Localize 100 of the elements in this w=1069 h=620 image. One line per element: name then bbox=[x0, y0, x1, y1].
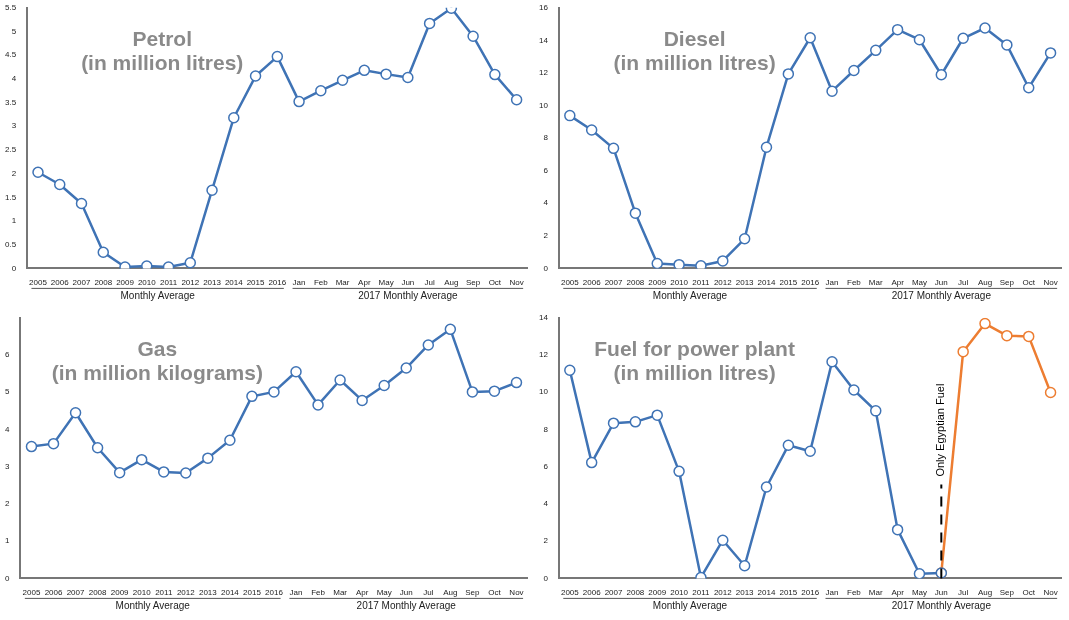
x-tick-label: Oct bbox=[1022, 278, 1036, 288]
y-tick-label: 2 bbox=[5, 499, 10, 509]
text: (in million kilograms) bbox=[51, 361, 263, 385]
x-tick-label: Sep bbox=[465, 278, 481, 288]
x-tick-label: Apr bbox=[891, 588, 905, 598]
y-tick-label: 10 bbox=[538, 387, 549, 397]
y-tick-label: 16 bbox=[538, 3, 549, 12]
y-tick-label: 8 bbox=[543, 424, 549, 434]
x-tick-label: 2007 bbox=[604, 278, 623, 288]
x-tick-label: 2015 bbox=[243, 588, 262, 598]
x-tick-label: May bbox=[911, 278, 928, 288]
x-tick-label: Mar bbox=[333, 588, 348, 598]
y-tick-label: 12 bbox=[538, 350, 549, 360]
x-tick-label: Aug bbox=[977, 588, 993, 598]
y-tick-label: 1 bbox=[5, 536, 10, 546]
x-tick-label: Feb bbox=[311, 588, 326, 598]
x-tick-label: Sep bbox=[465, 588, 481, 598]
x-tick-label: 2007 bbox=[604, 588, 623, 598]
x-tick-label: Aug bbox=[443, 588, 458, 598]
x-tick-label: Nov bbox=[509, 278, 524, 288]
x-tick-label: 2009 bbox=[648, 278, 667, 288]
x-tick-label: 2014 bbox=[220, 588, 240, 598]
x-tick-label: Oct bbox=[488, 588, 502, 598]
text: Monthly Average bbox=[652, 600, 728, 612]
x-tick-label: Feb bbox=[847, 588, 862, 598]
x-tick-label: Jun bbox=[399, 588, 413, 598]
x-tick-label: 2012 bbox=[713, 588, 733, 598]
x-tick-label: 2012 bbox=[176, 588, 196, 598]
x-tick-label: Feb bbox=[313, 278, 329, 288]
x-tick-label: 2009 bbox=[110, 588, 130, 598]
y-tick-label: 5 bbox=[5, 387, 10, 397]
x-tick-label: 2008 bbox=[94, 278, 113, 288]
text: Monthly Average bbox=[652, 290, 728, 302]
x-tick-label: 2010 bbox=[132, 588, 152, 598]
x-tick-label: 2012 bbox=[713, 278, 733, 288]
x-tick-label: 2005 bbox=[560, 588, 580, 598]
text: (in million litres) bbox=[613, 51, 776, 75]
text: Diesel bbox=[663, 27, 726, 51]
x-tick-label: Mar bbox=[335, 278, 350, 288]
x-tick-label: 2010 bbox=[137, 278, 157, 288]
x-tick-label: 2016 bbox=[268, 278, 287, 288]
y-tick-label: 1 bbox=[11, 216, 17, 226]
x-tick-label: 2014 bbox=[224, 278, 244, 288]
x-tick-label: 2014 bbox=[757, 588, 776, 598]
y-tick-label: 0 bbox=[11, 263, 17, 273]
x-tick-label: May bbox=[376, 588, 392, 598]
x-tick-label: Oct bbox=[488, 278, 502, 288]
text: (in million litres) bbox=[81, 51, 244, 75]
x-tick-label: 2015 bbox=[246, 278, 265, 288]
y-tick-label: 6 bbox=[543, 461, 549, 471]
y-tick-label: 4 bbox=[543, 198, 549, 208]
y-tick-label: 0 bbox=[543, 263, 549, 273]
ref-line-label: Only Egyptian Fuel bbox=[934, 383, 947, 477]
x-tick-label: Jun bbox=[934, 588, 948, 598]
x-tick-label: 2009 bbox=[116, 278, 135, 288]
text: Petrol bbox=[132, 27, 192, 51]
x-tick-label: Jan bbox=[825, 278, 839, 288]
x-tick-label: Feb bbox=[847, 278, 862, 288]
x-tick-label: 2016 bbox=[801, 278, 820, 288]
x-tick-label: 2016 bbox=[265, 588, 284, 598]
y-tick-label: 2 bbox=[11, 168, 17, 178]
x-tick-label: Sep bbox=[999, 588, 1015, 598]
y-tick-label: 5.5 bbox=[5, 3, 17, 12]
text: 2017 Monthly Average bbox=[356, 600, 457, 612]
y-tick-label: 14 bbox=[538, 35, 549, 45]
x-tick-label: 2008 bbox=[626, 278, 645, 288]
x-tick-label: 2013 bbox=[198, 588, 218, 598]
x-tick-label: Mar bbox=[868, 278, 883, 288]
x-tick-label: Jul bbox=[424, 278, 435, 288]
text: Monthly Average bbox=[115, 600, 191, 612]
y-tick-label: 12 bbox=[538, 68, 549, 78]
x-tick-label: Jan bbox=[289, 588, 303, 598]
x-tick-label: 2014 bbox=[757, 278, 776, 288]
x-tick-label: 2005 bbox=[560, 278, 580, 288]
x-tick-label: Apr bbox=[891, 278, 905, 288]
y-tick-label: 2 bbox=[543, 536, 549, 546]
y-tick-label: 10 bbox=[538, 100, 549, 110]
x-tick-label: Aug bbox=[977, 278, 993, 288]
y-tick-label: 0 bbox=[5, 573, 10, 583]
x-tick-label: Apr bbox=[355, 588, 369, 598]
y-tick-label: 4 bbox=[11, 74, 17, 84]
y-tick-label: 2 bbox=[543, 231, 549, 241]
x-tick-label: 2006 bbox=[44, 588, 63, 598]
x-tick-label: 2006 bbox=[582, 588, 602, 598]
x-tick-label: 2011 bbox=[692, 588, 711, 598]
y-tick-label: 1.5 bbox=[5, 192, 17, 202]
x-tick-label: Aug bbox=[444, 278, 459, 288]
text: Monthly Average bbox=[120, 290, 196, 302]
y-tick-label: 4 bbox=[543, 499, 549, 509]
x-tick-label: 2011 bbox=[159, 278, 178, 288]
x-tick-label: Mar bbox=[868, 588, 883, 598]
x-tick-label: 2006 bbox=[50, 278, 70, 288]
x-tick-label: 2013 bbox=[735, 588, 755, 598]
x-tick-label: 2005 bbox=[22, 588, 41, 598]
x-tick-label: Jul bbox=[423, 588, 434, 598]
x-tick-label: May bbox=[911, 588, 928, 598]
x-tick-label: 2016 bbox=[801, 588, 820, 598]
y-tick-label: 5 bbox=[11, 26, 17, 36]
y-tick-label: 0.5 bbox=[5, 239, 17, 249]
x-tick-label: 2005 bbox=[29, 278, 48, 288]
